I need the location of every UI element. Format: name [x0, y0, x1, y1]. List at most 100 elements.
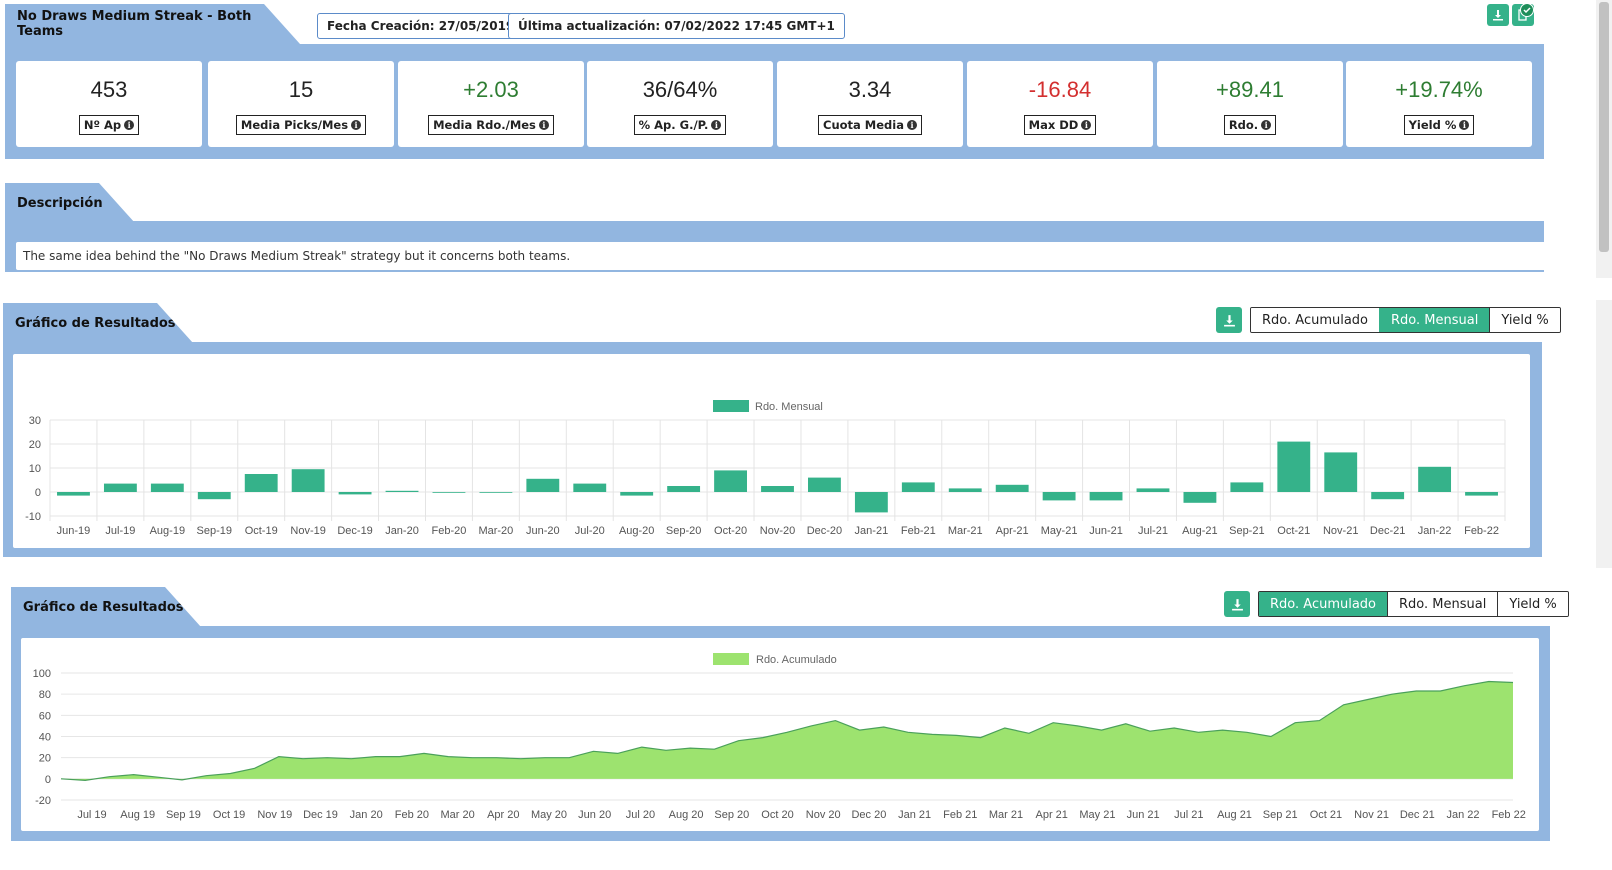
- stat-label-text: Rdo.: [1228, 118, 1259, 132]
- x-tick-label: Sep-21: [1229, 525, 1264, 537]
- chart1-download-button[interactable]: [1216, 307, 1242, 333]
- x-tick-label: Mar 20: [440, 809, 474, 821]
- x-tick-label: Nov-21: [1323, 525, 1358, 537]
- chart2-yield-button[interactable]: Yield %: [1497, 592, 1568, 616]
- chart1-yield-button[interactable]: Yield %: [1489, 308, 1560, 332]
- stat-label[interactable]: Media Picks/Mes i: [235, 115, 367, 135]
- bar-Sep-21: [1230, 482, 1264, 492]
- chart1-title: Gráfico de Resultados: [3, 303, 193, 343]
- x-tick-label: Aug 21: [1217, 809, 1252, 821]
- x-tick-label: Aug-20: [619, 525, 654, 537]
- x-tick-label: Sep 21: [1263, 809, 1298, 821]
- stat-label-text: Yield %: [1408, 118, 1457, 132]
- check-icon: [1520, 3, 1534, 17]
- bar-Mar-21: [948, 488, 982, 492]
- bar-Jan-22: [1418, 466, 1452, 492]
- stat-label[interactable]: % Ap. G./P. i: [633, 115, 727, 135]
- bar-Jul-19: [103, 483, 137, 492]
- bar-Aug-21: [1183, 492, 1217, 503]
- bar-Jan-21: [854, 492, 888, 513]
- bar-May-21: [1042, 492, 1076, 501]
- bar-Mar-20: [479, 492, 513, 493]
- strategy-title: No Draws Medium Streak - Both Teams: [5, 4, 300, 44]
- bar-Nov-20: [761, 486, 794, 492]
- x-tick-label: Oct-21: [1277, 525, 1310, 537]
- chart2-download-button[interactable]: [1224, 591, 1250, 617]
- x-tick-label: Nov 20: [806, 809, 841, 821]
- chart2-rdo-acumulado-button[interactable]: Rdo. Acumulado: [1259, 592, 1388, 616]
- x-tick-label: Jul-20: [575, 525, 605, 537]
- info-icon: i: [906, 120, 917, 130]
- bar-Jun-20: [526, 478, 560, 492]
- chart2-rdo-mensual-button[interactable]: Rdo. Mensual: [1387, 592, 1498, 616]
- bar-Dec-20: [808, 477, 841, 492]
- y-tick-label: 20: [29, 439, 41, 451]
- x-tick-label: Jul-19: [105, 525, 135, 537]
- stat-card-5: -16.84 Max DD i: [967, 61, 1153, 147]
- description-text: The same idea behind the "No Draws Mediu…: [16, 242, 1578, 270]
- bar-Sep-20: [667, 486, 701, 492]
- stat-card-2: +2.03 Media Rdo./Mes i: [398, 61, 584, 147]
- x-tick-label: Dec-21: [1370, 525, 1405, 537]
- bar-Oct-21: [1277, 441, 1311, 492]
- info-icon: i: [1081, 120, 1092, 130]
- bar-Apr-21: [995, 484, 1029, 492]
- stat-label-text: % Ap. G./P.: [638, 118, 709, 132]
- y-tick-label: 30: [29, 415, 41, 427]
- x-tick-label: Dec 20: [851, 809, 886, 821]
- x-tick-label: Jun-21: [1089, 525, 1123, 537]
- bar-Jun-19: [57, 492, 90, 496]
- x-tick-label: Sep 20: [714, 809, 749, 821]
- stat-card-7: +19.74% Yield % i: [1346, 61, 1532, 147]
- stat-value: 3.34: [848, 77, 892, 102]
- stat-label[interactable]: Max DD i: [1023, 115, 1097, 135]
- y-tick-label: 0: [35, 487, 41, 499]
- stat-label[interactable]: Nº Ap i: [78, 115, 140, 135]
- bar-Jul-20: [573, 483, 607, 492]
- stat-value: +19.74%: [1395, 77, 1483, 102]
- x-tick-label: Sep 19: [166, 809, 201, 821]
- x-tick-label: Sep-20: [666, 525, 701, 537]
- y-tick-label: 0: [45, 774, 51, 786]
- x-tick-label: Aug-19: [150, 525, 185, 537]
- stat-value: +2.03: [463, 77, 519, 102]
- bar-Feb-21: [901, 482, 935, 492]
- x-tick-label: Nov 19: [257, 809, 292, 821]
- y-tick-label: 40: [39, 732, 51, 744]
- x-tick-label: Apr-21: [996, 525, 1029, 537]
- area-fill: [61, 681, 1513, 781]
- info-icon: i: [711, 120, 722, 130]
- download-icon: [1493, 10, 1503, 21]
- x-tick-label: Oct 20: [761, 809, 793, 821]
- legend-swatch: [713, 653, 749, 665]
- stat-value: -16.84: [1028, 77, 1092, 102]
- stat-label-text: Nº Ap: [83, 118, 122, 132]
- chart1-rdo-mensual-button[interactable]: Rdo. Mensual: [1379, 308, 1490, 332]
- stat-card-4: 3.34 Cuota Media i: [777, 61, 963, 147]
- stat-label[interactable]: Yield % i: [1403, 115, 1475, 135]
- cumulative-area-chart: Rdo. Acumulado -20 0 20 40 60 80 100 Jul 19 Aug 1…: [21, 638, 1539, 831]
- x-tick-label: Aug-21: [1182, 525, 1217, 537]
- x-tick-label: Jun 21: [1127, 809, 1160, 821]
- x-tick-label: Jun-20: [526, 525, 560, 537]
- scrollbar-track-lower[interactable]: [1596, 300, 1612, 568]
- x-tick-label: Jul 21: [1174, 809, 1203, 821]
- stat-label[interactable]: Rdo. i: [1223, 115, 1277, 135]
- x-tick-label: May-21: [1041, 525, 1078, 537]
- stat-label[interactable]: Cuota Media i: [818, 115, 922, 135]
- download-button[interactable]: [1487, 4, 1509, 26]
- download-icon: [1231, 598, 1243, 610]
- stat-value: 15: [288, 77, 314, 102]
- x-tick-label: Dec-20: [807, 525, 842, 537]
- x-tick-label: Oct 19: [213, 809, 245, 821]
- chart1-rdo-acumulado-button[interactable]: Rdo. Acumulado: [1251, 308, 1380, 332]
- stat-label-text: Media Rdo./Mes: [433, 118, 536, 132]
- x-tick-label: Feb-22: [1464, 525, 1499, 537]
- stat-label[interactable]: Media Rdo./Mes i: [428, 115, 554, 135]
- scrollbar-thumb[interactable]: [1599, 2, 1609, 252]
- x-tick-label: Feb-20: [432, 525, 467, 537]
- legend-swatch: [713, 400, 749, 412]
- stat-card-1: 15 Media Picks/Mes i: [208, 61, 394, 147]
- x-tick-label: Jan 22: [1446, 809, 1479, 821]
